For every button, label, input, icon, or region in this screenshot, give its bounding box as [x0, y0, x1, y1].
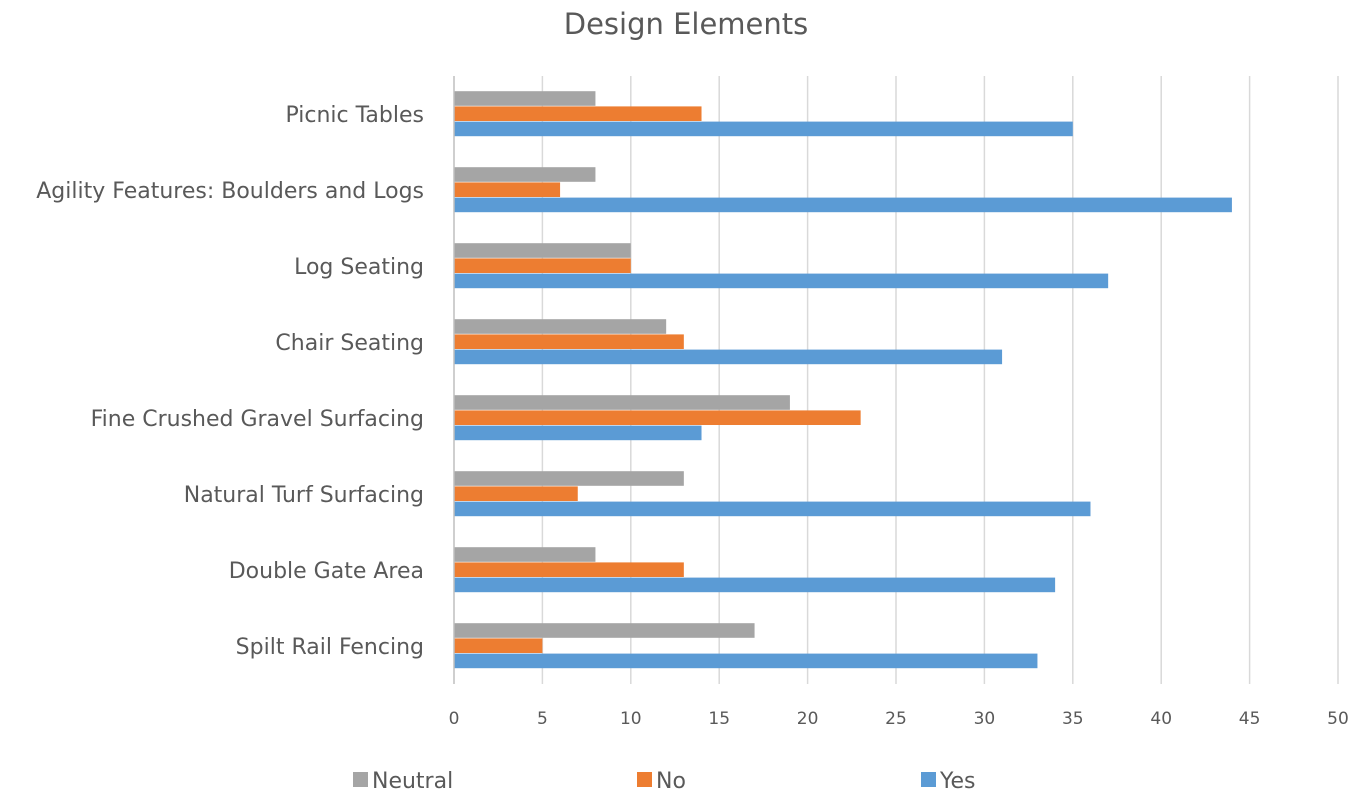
- x-tick-label: 30: [974, 709, 996, 729]
- x-tick-labels: 0 5 10 15 20 25 30 35 40 45 50: [449, 709, 1349, 729]
- bar-yes: [454, 577, 1056, 593]
- gridlines: [541, 76, 1339, 684]
- category-label: Agility Features: Boulders and Logs: [36, 179, 424, 204]
- category-label: Double Gate Area: [229, 559, 424, 584]
- bar-neutral: [454, 471, 684, 486]
- bar-no: [454, 334, 684, 349]
- bar-yes: [454, 273, 1109, 289]
- category-label: Chair Seating: [275, 331, 424, 356]
- category-label: Natural Turf Surfacing: [184, 483, 424, 508]
- bar-no: [454, 486, 578, 501]
- bar-yes: [454, 425, 702, 441]
- x-tick-label: 0: [449, 709, 460, 729]
- x-tick-label: 35: [1062, 709, 1084, 729]
- x-tick-label: 40: [1150, 709, 1172, 729]
- legend-label-neutral: Neutral: [372, 769, 453, 794]
- x-tick-label: 5: [537, 709, 548, 729]
- bar-neutral: [454, 623, 755, 638]
- legend: Neutral No Yes: [353, 769, 976, 794]
- category-label: Spilt Rail Fencing: [236, 635, 424, 660]
- bar-no: [454, 182, 561, 197]
- category-label: Fine Crushed Gravel Surfacing: [91, 407, 424, 432]
- bar-yes: [454, 349, 1003, 365]
- x-tick-label: 15: [708, 709, 730, 729]
- bar-no: [454, 638, 543, 653]
- x-tick-label: 20: [797, 709, 819, 729]
- bar-neutral: [454, 395, 790, 410]
- bar-no: [454, 258, 631, 273]
- bar-neutral: [454, 167, 596, 182]
- bar-yes: [454, 501, 1091, 517]
- category-label: Picnic Tables: [286, 103, 425, 128]
- chart-title: Design Elements: [564, 7, 809, 41]
- x-tick-label: 50: [1327, 709, 1349, 729]
- legend-label-no: No: [656, 769, 686, 794]
- bar-yes: [454, 197, 1232, 213]
- bar-no: [454, 106, 702, 121]
- legend-swatch-neutral: [353, 772, 368, 787]
- x-tick-label: 25: [885, 709, 907, 729]
- bar-yes: [454, 121, 1073, 137]
- bar-no: [454, 562, 684, 577]
- bar-no: [454, 410, 861, 425]
- bar-neutral: [454, 547, 596, 562]
- bar-neutral: [454, 319, 667, 334]
- legend-swatch-yes: [921, 772, 936, 787]
- bar-yes: [454, 653, 1038, 669]
- category-labels: Picnic Tables Agility Features: Boulders …: [36, 103, 424, 660]
- bars: [454, 91, 1232, 669]
- bar-neutral: [454, 243, 631, 258]
- category-label: Log Seating: [294, 255, 424, 280]
- x-tick-label: 45: [1239, 709, 1261, 729]
- legend-label-yes: Yes: [939, 769, 976, 794]
- legend-swatch-no: [637, 772, 652, 787]
- x-tick-label: 10: [620, 709, 642, 729]
- bar-neutral: [454, 91, 596, 106]
